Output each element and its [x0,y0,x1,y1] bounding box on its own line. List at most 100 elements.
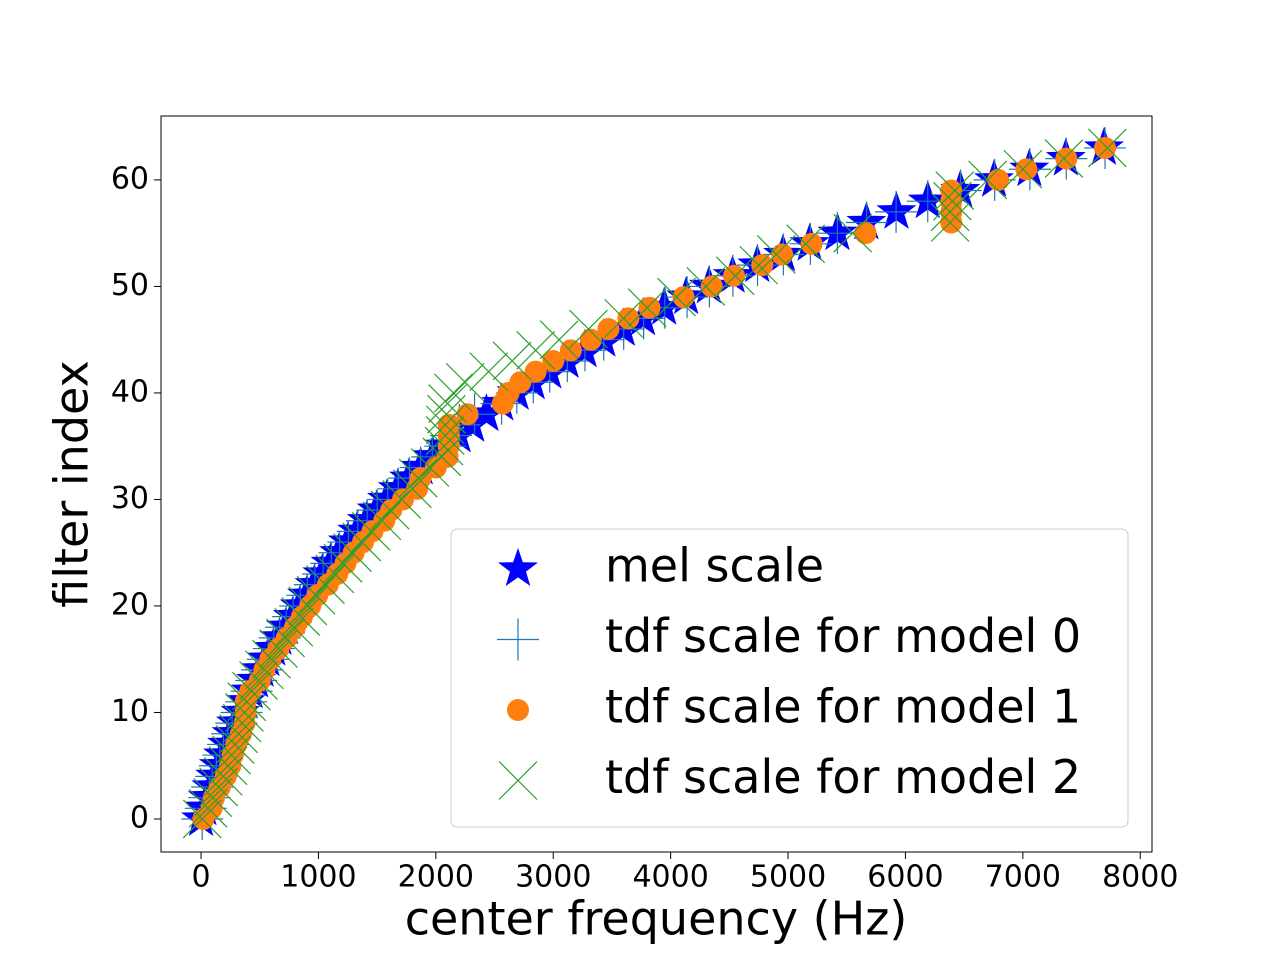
point [208,746,248,786]
point [657,277,696,317]
point [342,522,382,562]
point [492,341,532,381]
point [469,352,509,392]
legend-marker [498,761,538,800]
legend-label: tdf scale for model 1 [605,680,1081,734]
point [445,362,485,402]
point [723,264,746,287]
x-tick-label: 1000 [280,860,356,895]
legend-marker [498,548,538,586]
point [225,693,264,732]
point [756,235,796,274]
point [428,384,468,424]
point [333,533,372,573]
point [604,298,644,338]
point [700,275,723,298]
point [987,168,1010,191]
point [288,586,328,626]
x-tick-label: 2000 [398,860,474,895]
point [232,671,271,711]
legend-marker [497,618,539,661]
point [1044,139,1084,179]
x-tick-label: 6000 [867,860,943,895]
point [516,330,556,370]
point [1055,147,1078,170]
point [833,213,873,253]
point [940,179,963,202]
x-tick-label: 8000 [1102,860,1178,895]
point [932,181,972,221]
point [968,160,1008,200]
point [1087,128,1127,168]
point [771,243,794,266]
point [410,448,450,487]
point [315,554,355,594]
point [786,224,826,264]
point [296,575,336,615]
point [597,318,620,341]
point [539,320,579,360]
y-tick-label: 10 [111,694,149,729]
point [274,607,314,647]
point [800,232,823,255]
point [559,339,582,362]
y-tick-label: 20 [111,587,149,622]
point [617,307,640,330]
point [370,490,410,530]
point [524,360,547,383]
point [569,309,608,349]
point [434,373,473,413]
point [425,405,465,445]
legend-label: tdf scale for model 2 [605,750,1081,804]
point [930,203,970,242]
point [227,682,267,722]
point [935,171,975,210]
point [193,778,233,818]
plot-area [181,126,1127,840]
x-tick-label: 7000 [985,860,1061,895]
point [739,245,779,285]
point [398,458,438,498]
point [199,767,239,807]
legend-box [450,528,1129,828]
point [579,328,602,351]
point [1003,149,1043,189]
x-tick-label: 5000 [750,860,826,895]
y-tick-label: 30 [111,481,149,516]
point [426,394,466,434]
point [1094,136,1117,159]
point [392,469,432,509]
point [367,478,407,517]
point [245,650,284,690]
legend-label: tdf scale for model 0 [605,609,1081,663]
point [182,799,222,839]
point [188,788,228,828]
point [259,629,298,668]
legend-label: mel scale [605,539,824,593]
x-tick-label: 3000 [515,860,591,895]
y-axis-label: filter index [45,360,99,607]
point [437,413,460,436]
series [182,128,1127,839]
y-tick-label: 60 [111,161,149,196]
point [306,565,345,605]
point [466,393,507,432]
point [252,639,291,679]
series [192,136,1117,830]
point [219,714,259,754]
point [424,426,464,466]
point [638,296,661,319]
x-tick-label: 0 [191,860,210,895]
x-axis-label: center frequency (Hz) [405,892,908,946]
point [854,222,877,245]
point [751,254,774,277]
point [509,371,532,394]
point [542,349,565,372]
point [266,618,305,658]
point [281,597,321,637]
x-tick-label: 4000 [632,860,708,895]
point [875,190,918,233]
point [323,543,363,583]
point [715,256,755,296]
y-tick-label: 50 [111,268,149,303]
